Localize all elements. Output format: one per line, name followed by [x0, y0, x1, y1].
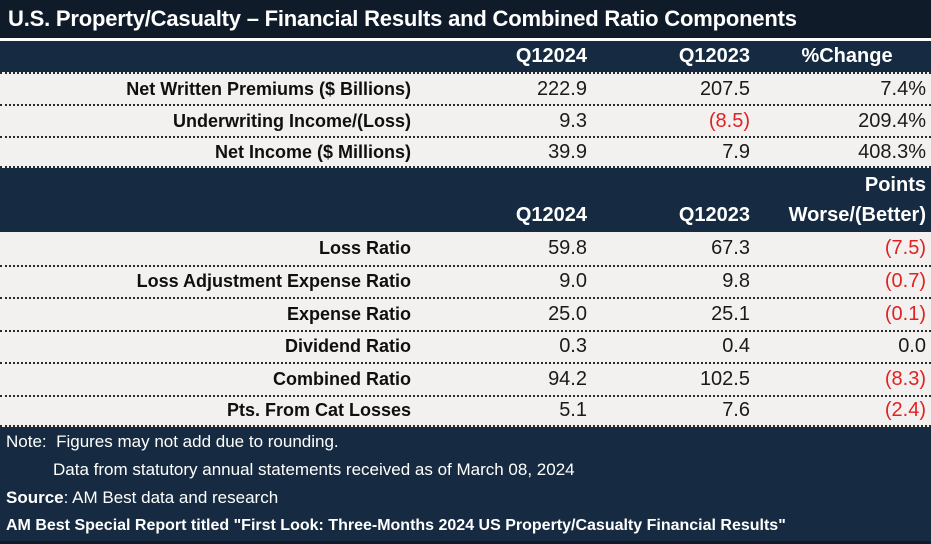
value-q12024: 5.1: [559, 399, 587, 422]
value-q12023: 7.6: [722, 399, 750, 422]
section1-header-row: Q12024 Q12023 %Change: [0, 41, 931, 72]
section2-header-worse-better: Worse/(Better): [788, 203, 926, 226]
bottom-border-strip: [0, 541, 931, 544]
value-change: (2.4): [884, 399, 926, 422]
value-q12024: 59.8: [548, 236, 587, 259]
value-q12024: 94.2: [548, 367, 587, 390]
section2-points-line: Points: [0, 170, 931, 200]
value-change: (0.7): [884, 270, 926, 293]
row-label: Loss Ratio: [318, 237, 411, 258]
value-q12023: (8.5): [708, 109, 750, 132]
table-row-dividend-ratio: Dividend Ratio 0.3 0.4 0.0: [0, 329, 931, 362]
value-change: 0.0: [898, 335, 926, 358]
source-text: : AM Best data and research: [63, 488, 279, 507]
value-change: (8.3): [884, 367, 926, 390]
value-q12023: 102.5: [699, 367, 750, 390]
value-q12024: 39.9: [548, 140, 587, 163]
row-label: Underwriting Income/(Loss): [172, 110, 411, 131]
value-change: (7.5): [884, 236, 926, 259]
row-label: Net Income ($ Millions): [214, 141, 411, 162]
table-row-expense-ratio: Expense Ratio 25.0 25.1 (0.1): [0, 297, 931, 330]
value-q12023: 0.4: [722, 335, 750, 358]
table-row-lae-ratio: Loss Adjustment Expense Ratio 9.0 9.8 (0…: [0, 264, 931, 297]
table-row-net-written-premiums: Net Written Premiums ($ Billions) 222.9 …: [0, 72, 931, 104]
row-label: Expense Ratio: [286, 303, 411, 324]
row-label: Pts. From Cat Losses: [226, 400, 411, 421]
value-q12024: 25.0: [548, 302, 587, 325]
value-q12023: 25.1: [711, 302, 750, 325]
table-row-underwriting-income: Underwriting Income/(Loss) 9.3 (8.5) 209…: [0, 104, 931, 136]
row-label: Dividend Ratio: [284, 336, 411, 357]
section2-body: Loss Ratio 59.8 67.3 (7.5) Loss Adjustme…: [0, 232, 931, 427]
page-title: U.S. Property/Casualty – Financial Resul…: [0, 0, 931, 38]
title-divider: [0, 38, 931, 41]
row-label: Loss Adjustment Expense Ratio: [136, 271, 411, 292]
value-change: (0.1): [884, 302, 926, 325]
value-q12024: 9.3: [559, 109, 587, 132]
value-q12024: 9.0: [559, 270, 587, 293]
section2-columns-line: Q12024 Q12023 Worse/(Better): [0, 200, 931, 230]
footnotes-panel: Note: Figures may not add due to roundin…: [0, 427, 931, 541]
data-asof-line: Data from statutory annual statements re…: [53, 460, 575, 479]
section2-header-q12024: Q12024: [515, 203, 587, 226]
section2-header-points: Points: [864, 173, 926, 196]
section2-header-q12023: Q12023: [678, 203, 750, 226]
value-change: 408.3%: [858, 140, 926, 163]
section1-header-q12023: Q12023: [678, 45, 750, 67]
report-title-line: AM Best Special Report titled "First Loo…: [6, 517, 786, 534]
value-change: 7.4%: [880, 77, 926, 100]
value-q12024: 0.3: [559, 335, 587, 358]
section1-header-q12024: Q12024: [515, 45, 587, 67]
row-label: Net Written Premiums ($ Billions): [126, 78, 411, 99]
source-label: Source: [6, 488, 64, 507]
section1-header-pct-change: %Change: [801, 45, 893, 67]
table-row-loss-ratio: Loss Ratio 59.8 67.3 (7.5): [0, 232, 931, 265]
table-row-cat-losses: Pts. From Cat Losses 5.1 7.6 (2.4): [0, 394, 931, 427]
value-q12023: 67.3: [711, 236, 750, 259]
value-q12023: 207.5: [699, 77, 750, 100]
value-q12023: 9.8: [722, 270, 750, 293]
table-row-net-income: Net Income ($ Millions) 39.9 7.9 408.3%: [0, 136, 931, 168]
source-line: Source: AM Best data and research: [0, 484, 931, 512]
row-label: Combined Ratio: [273, 368, 411, 389]
value-change: 209.4%: [858, 109, 926, 132]
section1-body: Net Written Premiums ($ Billions) 222.9 …: [0, 72, 931, 168]
section2-header-band: Points Q12024 Q12023 Worse/(Better): [0, 168, 931, 232]
note-line: Note: Figures may not add due to roundin…: [6, 432, 339, 451]
value-q12023: 7.9: [722, 140, 750, 163]
value-q12024: 222.9: [536, 77, 587, 100]
table-row-combined-ratio: Combined Ratio 94.2 102.5 (8.3): [0, 362, 931, 395]
